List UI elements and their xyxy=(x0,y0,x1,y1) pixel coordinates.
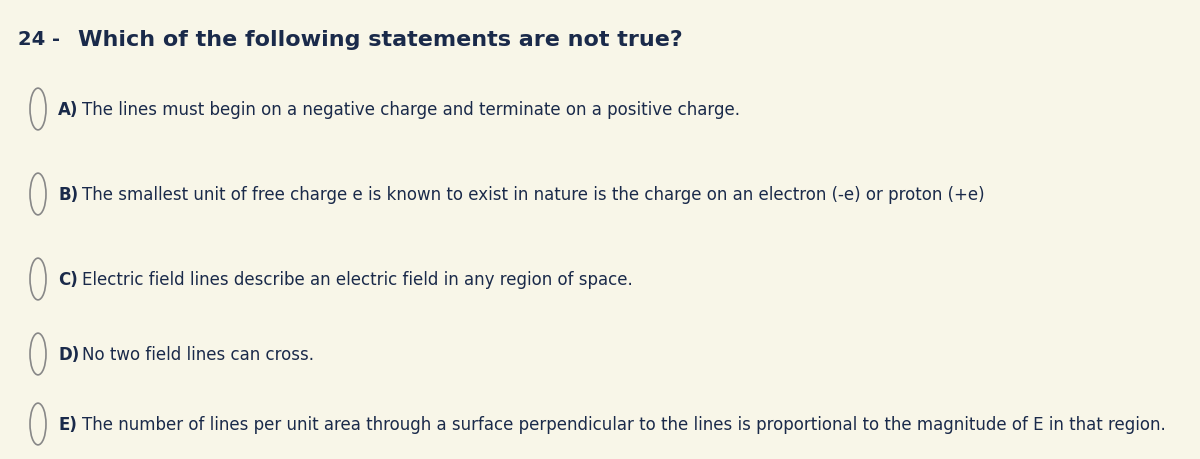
Text: D): D) xyxy=(58,345,79,363)
Text: E): E) xyxy=(58,415,77,433)
Text: Electric field lines describe an electric field in any region of space.: Electric field lines describe an electri… xyxy=(82,270,632,288)
Text: Which of the following statements are not true?: Which of the following statements are no… xyxy=(78,30,683,50)
Text: C): C) xyxy=(58,270,78,288)
Text: A): A) xyxy=(58,101,78,119)
Text: The smallest unit of free charge e is known to exist in nature is the charge on : The smallest unit of free charge e is kn… xyxy=(82,185,985,203)
Text: B): B) xyxy=(58,185,78,203)
Text: The lines must begin on a negative charge and terminate on a positive charge.: The lines must begin on a negative charg… xyxy=(82,101,740,119)
Text: The number of lines per unit area through a surface perpendicular to the lines i: The number of lines per unit area throug… xyxy=(82,415,1165,433)
Text: No two field lines can cross.: No two field lines can cross. xyxy=(82,345,314,363)
Text: 24 -: 24 - xyxy=(18,30,60,49)
